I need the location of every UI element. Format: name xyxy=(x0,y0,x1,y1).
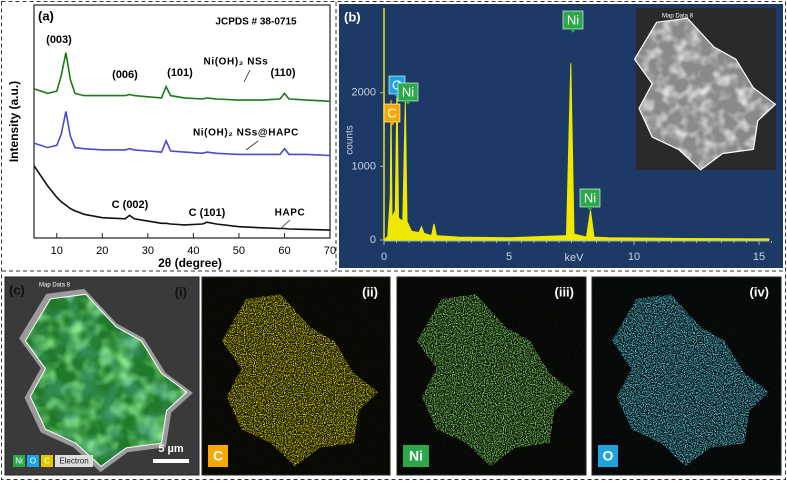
y-tick-label: 0 xyxy=(370,234,376,246)
x-tick-label: 10 xyxy=(628,251,640,263)
peak-pointer xyxy=(405,101,411,105)
series-line xyxy=(33,165,331,231)
series-label: Ni(OH)₂ NSs@HAPC xyxy=(193,128,299,139)
legend-label: Ni xyxy=(15,457,23,466)
peak-label: Ni xyxy=(402,84,414,99)
y-tick-label: 1000 xyxy=(352,160,376,172)
y-tick-label: 2000 xyxy=(352,87,376,99)
spectrum xyxy=(382,63,770,241)
peak-pointer xyxy=(587,207,593,211)
element-label: O xyxy=(603,448,614,464)
series-line xyxy=(33,52,331,103)
x-tick-label: 20 xyxy=(96,245,108,257)
panel-roman: (iv) xyxy=(750,284,770,299)
legend-label: O xyxy=(30,457,36,466)
x-tick-label: 15 xyxy=(753,251,765,263)
leader xyxy=(245,140,259,151)
element-label: Ni xyxy=(409,448,423,464)
annotation: C (002) xyxy=(112,199,149,211)
legend-swatch xyxy=(55,455,93,467)
element-map-fringe xyxy=(397,277,586,475)
annotation: (110) xyxy=(270,67,295,79)
peak-pointer xyxy=(570,29,576,33)
element-map-fringe xyxy=(202,277,390,475)
series-line xyxy=(33,111,331,157)
element-badge xyxy=(598,445,618,467)
panel-label: (b) xyxy=(344,9,361,24)
y-axis-label: counts xyxy=(345,125,356,154)
flake-outline xyxy=(24,293,188,468)
legend-swatch xyxy=(27,455,39,467)
scale-bar xyxy=(153,459,189,463)
x-tick-label: 50 xyxy=(233,245,245,257)
x-tick-label: 70 xyxy=(324,245,336,257)
panel-roman: (iii) xyxy=(555,284,575,299)
peak-label: C xyxy=(387,105,396,120)
plot-frame xyxy=(33,4,331,239)
inset-label: Map Data 8 xyxy=(662,14,694,20)
legend-swatch xyxy=(41,455,53,467)
panel-roman: (i) xyxy=(175,284,187,299)
leader xyxy=(243,69,251,83)
map-label: Map Data 8 xyxy=(39,283,71,289)
peak-label: Ni xyxy=(567,12,579,27)
x-axis-label: keV xyxy=(565,252,585,264)
x-tick-label: 60 xyxy=(278,245,290,257)
x-tick-label: 30 xyxy=(142,245,154,257)
legend-label: Electron xyxy=(59,457,88,466)
element-badge xyxy=(208,445,228,467)
peak-pointer xyxy=(389,122,395,126)
annotation: (003) xyxy=(46,34,72,46)
x-tick-label: 10 xyxy=(51,245,63,257)
x-tick-label: 40 xyxy=(187,245,199,257)
inset-outline xyxy=(633,17,777,171)
peak-label: O xyxy=(392,77,402,92)
y-axis-label: Intensity (a.u.) xyxy=(7,81,21,162)
peak-label: Ni xyxy=(584,190,596,205)
annotation: (006) xyxy=(112,69,138,81)
x-axis-label: 2θ (degree) xyxy=(158,256,222,270)
element-map-fringe xyxy=(592,277,781,475)
annotation: JCPDS # 38-0715 xyxy=(215,17,297,28)
panel-roman: (ii) xyxy=(362,284,378,299)
legend-label: C xyxy=(44,457,50,466)
x-tick-label: 5 xyxy=(506,251,512,263)
panel-label: (c) xyxy=(9,282,25,297)
x-tick-label: 0 xyxy=(381,251,387,263)
element-label: C xyxy=(213,448,223,464)
legend-swatch xyxy=(13,455,25,467)
scale-bar-label: 5 µm xyxy=(158,443,184,455)
annotation: (101) xyxy=(167,67,193,79)
element-badge xyxy=(403,445,429,467)
series-label: HAPC xyxy=(275,208,306,219)
panel-label: (a) xyxy=(38,8,54,23)
annotation: C (101) xyxy=(189,207,226,219)
leader xyxy=(279,219,291,230)
series-label: Ni(OH)₂ NSs xyxy=(204,57,269,68)
